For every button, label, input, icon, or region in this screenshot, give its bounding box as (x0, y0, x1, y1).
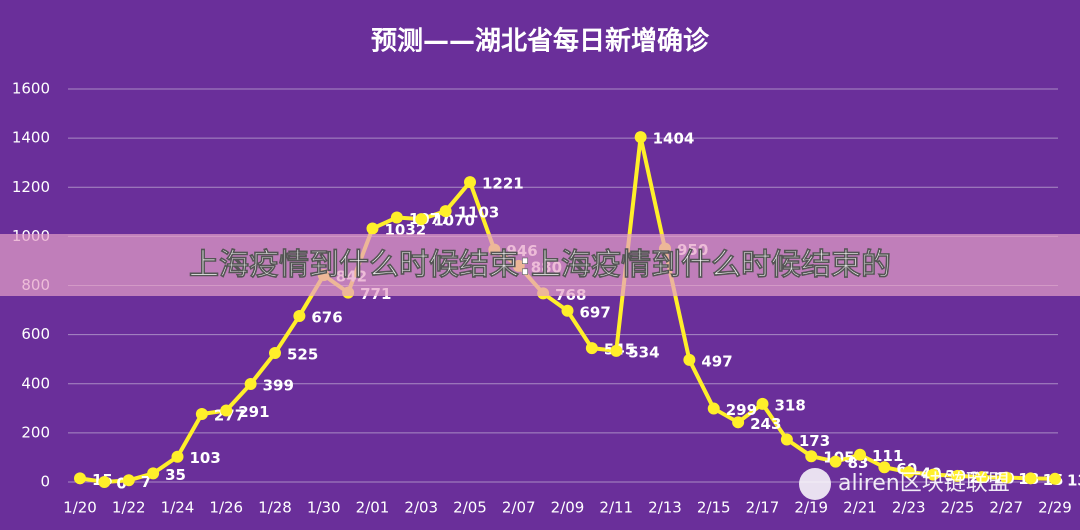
value-label: 399 (263, 376, 294, 394)
value-label: 13 (1067, 471, 1080, 489)
x-tick-label: 1/24 (161, 499, 195, 517)
value-label: 534 (628, 343, 659, 361)
x-tick-label: 2/21 (843, 499, 877, 517)
point (902, 466, 915, 479)
y-tick-label: 1400 (12, 129, 50, 147)
point (829, 455, 842, 468)
x-tick-label: 2/05 (453, 499, 487, 517)
point (220, 404, 233, 417)
y-tick-label: 400 (21, 374, 50, 392)
point (707, 402, 720, 415)
value-label: 111 (872, 447, 903, 465)
point (98, 476, 111, 488)
value-label: 299 (726, 401, 757, 419)
wechat-icon (799, 468, 831, 500)
y-tick-label: 0 (40, 473, 50, 491)
watermark: aliren区块链联盟 (838, 471, 1010, 496)
x-tick-label: 1/30 (307, 499, 341, 517)
x-tick-label: 2/07 (502, 499, 536, 517)
x-tick-label: 2/15 (697, 499, 731, 517)
point (195, 407, 208, 420)
value-label: 0 (116, 475, 126, 493)
y-tick-label: 200 (21, 423, 50, 441)
value-label: 318 (775, 396, 806, 414)
banner-bg (0, 234, 1080, 296)
point (756, 397, 769, 410)
x-tick-label: 1/28 (258, 499, 292, 517)
point (269, 347, 281, 360)
point (415, 213, 428, 226)
point (561, 304, 574, 317)
x-tick-label: 2/09 (551, 499, 585, 517)
x-tick-label: 2/29 (1038, 499, 1072, 517)
value-label: 697 (580, 303, 611, 321)
point (878, 461, 891, 474)
value-label: 1103 (458, 204, 500, 222)
x-tick-label: 2/19 (794, 499, 828, 517)
x-tick-label: 2/17 (746, 499, 780, 517)
x-tick-label: 2/11 (599, 499, 633, 517)
point (683, 353, 696, 366)
point (244, 377, 257, 390)
point (854, 448, 866, 461)
point (805, 450, 818, 463)
point (1000, 471, 1013, 484)
point (634, 131, 647, 144)
point (293, 309, 306, 322)
point (951, 469, 964, 482)
point (74, 472, 86, 485)
x-tick-label: 1/26 (209, 499, 243, 517)
y-tick-label: 1200 (12, 178, 50, 196)
point (585, 342, 598, 355)
x-tick-label: 2/13 (648, 499, 682, 517)
value-label: 243 (750, 415, 781, 433)
point (610, 344, 623, 357)
point (1024, 472, 1037, 485)
point (439, 205, 452, 218)
value-label: 497 (701, 352, 732, 370)
point (171, 450, 184, 463)
y-tick-label: 1600 (12, 80, 50, 98)
value-label: 676 (311, 308, 342, 326)
x-tick-label: 2/03 (404, 499, 438, 517)
point (1049, 472, 1061, 485)
point (366, 222, 379, 235)
value-label: 1404 (653, 130, 695, 148)
x-tick-label: 2/27 (989, 499, 1023, 517)
y-tick-label: 600 (21, 325, 50, 343)
point (122, 474, 135, 487)
point (390, 211, 403, 224)
value-label: 35 (165, 466, 186, 484)
value-label: 7 (141, 473, 151, 491)
point (732, 416, 745, 429)
point (147, 467, 160, 480)
value-label: 173 (799, 432, 830, 450)
point (464, 176, 476, 189)
chart-title: 预测——湖北省每日新增确诊 (371, 26, 710, 57)
point (975, 471, 988, 484)
point (780, 433, 793, 446)
value-label: 1221 (482, 175, 524, 193)
value-label: 103 (190, 449, 221, 467)
value-label: 525 (287, 346, 318, 364)
x-tick-label: 2/01 (356, 499, 390, 517)
point (927, 468, 940, 481)
x-tick-label: 1/20 (63, 499, 97, 517)
x-tick-label: 2/23 (892, 499, 926, 517)
x-tick-label: 1/22 (112, 499, 146, 517)
value-label: 291 (238, 403, 269, 421)
x-tick-label: 2/25 (941, 499, 975, 517)
banner: 上海疫情到什么时候结束:上海疫情到什么时候结束的 (189, 248, 891, 283)
